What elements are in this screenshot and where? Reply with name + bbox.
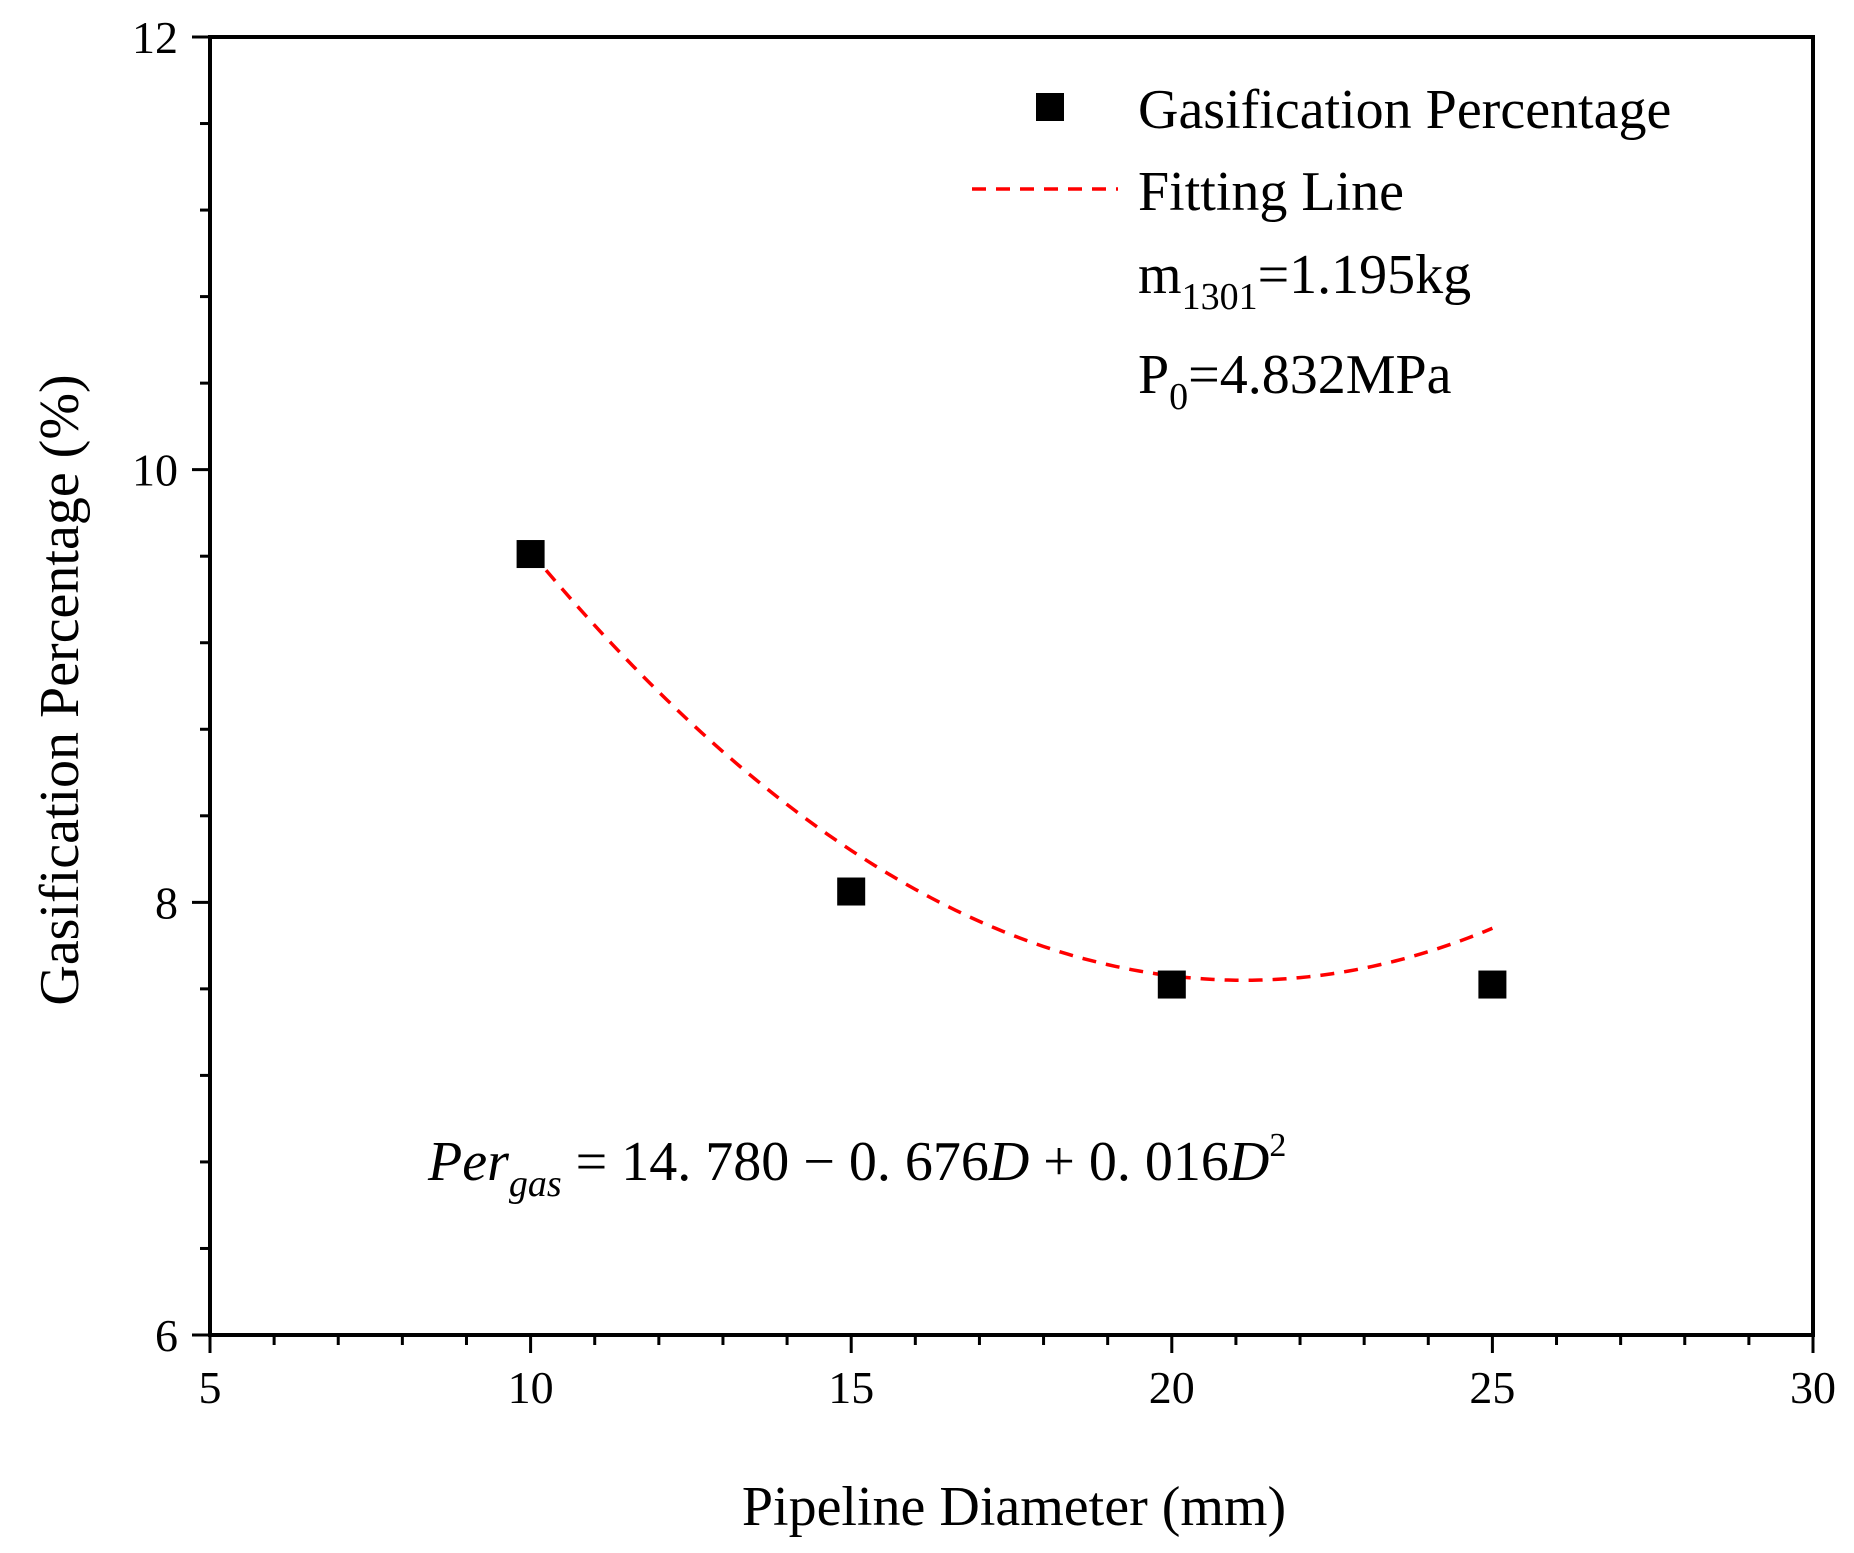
x-tick-label: 30	[1790, 1362, 1836, 1413]
data-points	[516, 540, 1507, 999]
y-tick-label: 10	[132, 445, 178, 496]
y-axis-tick-labels: 6 8 10 12	[132, 12, 178, 1361]
legend: Gasification Percentage Fitting Line	[972, 79, 1671, 223]
x-tick-label: 20	[1149, 1362, 1195, 1413]
x-axis-title: Pipeline Diameter (mm)	[742, 1476, 1286, 1538]
fit-equation: Pergas = 14. 780 − 0. 676D + 0. 016D2	[427, 1127, 1286, 1205]
pressure-annotation: P0=4.832MPa	[1138, 344, 1452, 418]
mass-annotation: m1301=1.195kg	[1138, 244, 1471, 318]
fitting-line	[529, 550, 1494, 983]
data-point-square	[1157, 970, 1186, 999]
x-tick-label: 10	[508, 1362, 554, 1413]
y-tick-label: 6	[155, 1310, 178, 1361]
legend-label-gasification: Gasification Percentage	[1138, 79, 1671, 141]
plot-frame	[208, 35, 1815, 1337]
x-tick-label: 5	[199, 1362, 222, 1413]
y-tick-label: 12	[132, 12, 178, 63]
legend-marker-square	[1036, 93, 1064, 121]
y-tick-label: 8	[155, 877, 178, 928]
x-tick-label: 25	[1469, 1362, 1515, 1413]
data-point-square	[516, 540, 545, 569]
y-axis-title: Gasification Percentage (%)	[29, 374, 91, 1005]
data-point-square	[1478, 970, 1507, 999]
x-tick-label: 15	[828, 1362, 874, 1413]
x-axis-tick-labels: 5 10 15 20 25 30	[199, 1362, 1837, 1413]
data-point-square	[837, 877, 866, 906]
legend-label-fitting-line: Fitting Line	[1138, 161, 1404, 223]
